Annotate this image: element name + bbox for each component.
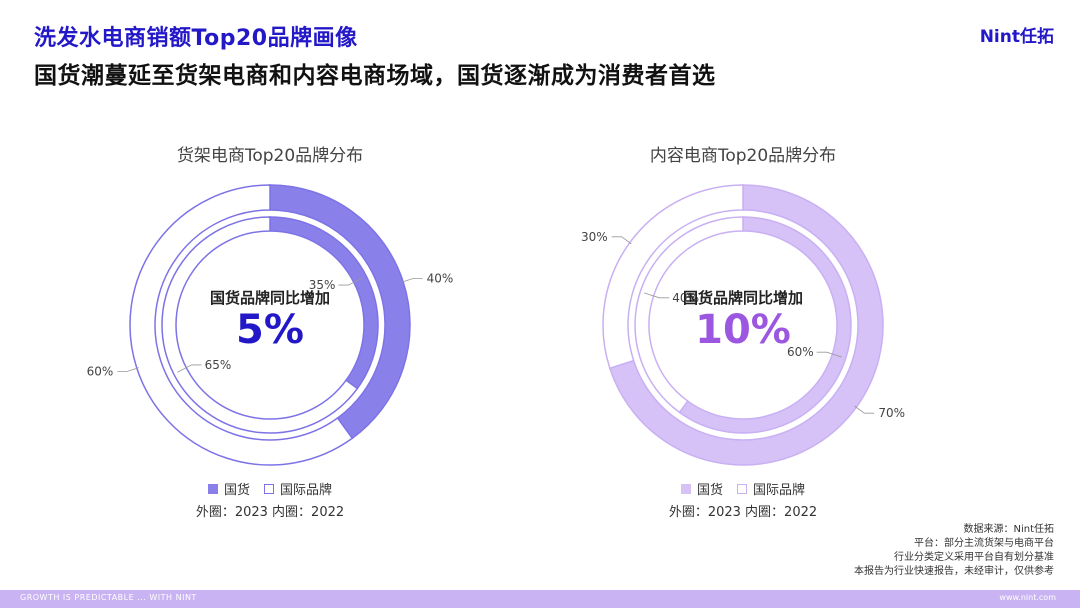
chart-title: 货架电商Top20品牌分布 <box>176 146 364 166</box>
slice-label: 70% <box>878 406 905 420</box>
legend-label: 国货 <box>696 483 723 498</box>
source-notes: 数据来源：Nint任拓 平台：部分主流货架与电商平台 行业分类定义采用平台自有划… <box>854 523 1054 579</box>
leader-line <box>854 405 875 414</box>
donut-chart: 70% 30% 60% 40% <box>581 184 905 466</box>
legend-item-domestic: 国货 <box>207 479 250 498</box>
slice-outer-international <box>602 184 744 370</box>
slice-label: 30% <box>581 230 608 244</box>
legend-label: 国际品牌 <box>753 483 806 498</box>
leader-line <box>611 236 632 245</box>
ring-note: 外圈：2023 内圈：2022 <box>195 505 345 520</box>
slice-inner-international <box>634 216 744 414</box>
legend-swatch-domestic <box>207 483 218 494</box>
donut-chart: 40% 60% 35% 65% <box>87 184 454 466</box>
leader-line <box>816 351 843 358</box>
slice-label: 65% <box>205 358 232 372</box>
leader-line <box>117 367 139 372</box>
page-title: 洗发水电商销额Top20品牌画像 <box>34 26 358 51</box>
legend-item-domestic: 国货 <box>680 479 723 498</box>
source-line: 数据来源：Nint任拓 <box>963 524 1054 535</box>
content-ecommerce-chart: 内容电商Top20品牌分布 70% 30% 60% 40% 国货品牌同比增加 10% … <box>523 135 963 525</box>
source-line: 本报告为行业快速报告，未经审计，仅供参考 <box>854 566 1054 577</box>
source-line: 行业分类定义采用平台自有划分基准 <box>894 552 1054 563</box>
legend-label: 国货 <box>223 483 250 498</box>
leader-line <box>643 292 670 299</box>
slice-label: 40% <box>427 272 454 286</box>
chart-title: 内容电商Top20品牌分布 <box>649 146 837 166</box>
legend-swatch-international <box>264 483 274 494</box>
slice-inner-international <box>161 216 359 434</box>
center-label: 国货品牌同比增加 <box>682 289 803 307</box>
legend-swatch-international <box>737 483 747 494</box>
shelf-ecommerce-chart: 货架电商Top20品牌分布 40% 60% 35% 65% 国货品牌同比增加 5% 国… <box>50 135 490 525</box>
footer-url: www.nint.com <box>999 593 1056 602</box>
footer-bar: GROWTH IS PREDICTABLE ... WITH NINT www.… <box>0 590 1080 608</box>
legend-swatch-domestic <box>680 483 691 494</box>
chart-legend: 国货 国际品牌 <box>523 479 963 498</box>
page-subtitle: 国货潮蔓延至货架电商和内容电商场域，国货逐渐成为消费者首选 <box>34 63 716 89</box>
chart-legend: 国货 国际品牌 <box>50 479 490 498</box>
slice-outer-domestic <box>608 184 884 466</box>
footer-tagline: GROWTH IS PREDICTABLE ... WITH NINT <box>20 593 197 602</box>
leader-line <box>177 364 202 373</box>
slice-label: 40% <box>672 291 699 305</box>
legend-item-international: 国际品牌 <box>264 479 332 498</box>
leader-line <box>401 278 423 283</box>
center-value: 10% <box>695 307 791 353</box>
slice-label: 35% <box>309 278 336 292</box>
legend-label: 国际品牌 <box>280 483 333 498</box>
ring-note: 外圈：2023 内圈：2022 <box>668 505 818 520</box>
center-label: 国货品牌同比增加 <box>209 289 330 307</box>
nint-logo: Nint任拓 <box>979 27 1054 47</box>
center-value: 5% <box>236 307 304 353</box>
source-line: 平台：部分主流货架与电商平台 <box>914 538 1054 549</box>
slice-label: 60% <box>87 364 114 378</box>
slice-outer-international <box>129 184 354 466</box>
slice-label: 60% <box>787 345 814 359</box>
leader-line <box>338 277 363 286</box>
legend-item-international: 国际品牌 <box>737 479 805 498</box>
